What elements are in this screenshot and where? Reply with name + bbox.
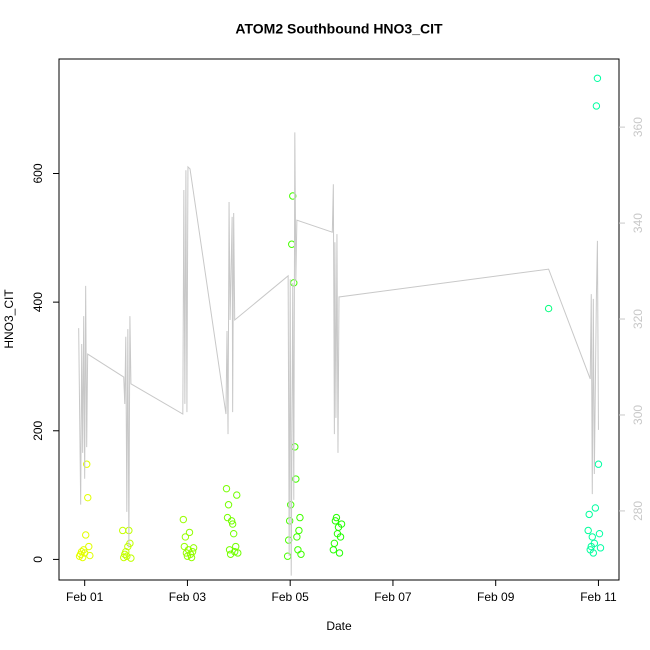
y2-tick-label: 320 [631, 309, 645, 329]
y2-tick-label: 300 [631, 405, 645, 425]
point [589, 549, 598, 557]
point [593, 74, 602, 82]
point [233, 491, 241, 499]
point [332, 513, 341, 522]
point [225, 546, 234, 554]
point [127, 554, 135, 562]
point [78, 553, 87, 562]
point [119, 526, 127, 535]
point [185, 528, 194, 537]
y-tick-label: 0 [31, 556, 45, 563]
point [181, 533, 190, 541]
point [188, 547, 197, 556]
x-tick-label: Feb 09 [477, 590, 515, 604]
x-tick-label: Feb 07 [374, 590, 412, 604]
point [289, 192, 297, 200]
point [584, 526, 592, 535]
y2-tick-label: 360 [631, 117, 645, 137]
point [337, 520, 346, 528]
point [79, 546, 88, 554]
point [594, 460, 603, 468]
point [122, 547, 130, 556]
point [588, 533, 596, 541]
point [223, 513, 232, 522]
point [592, 102, 601, 110]
point [329, 546, 338, 554]
point [123, 552, 131, 560]
point [330, 539, 339, 548]
point [585, 510, 593, 519]
point [291, 443, 299, 451]
point [288, 240, 296, 248]
chart-title: ATOM2 Southbound HNO3_CIT [235, 21, 443, 37]
point [85, 542, 93, 551]
y2-tick-label: 280 [631, 501, 645, 521]
point [295, 526, 303, 535]
point [180, 542, 189, 551]
x-tick-label: Feb 03 [169, 590, 207, 604]
point [227, 517, 236, 525]
point [596, 544, 605, 552]
point [126, 539, 134, 548]
x-tick-label: Feb 01 [66, 590, 104, 604]
point [84, 493, 92, 502]
point [336, 533, 345, 541]
y-tick-label: 600 [31, 163, 45, 183]
point [283, 552, 292, 560]
point [83, 460, 91, 468]
point [297, 550, 305, 558]
point [228, 520, 237, 528]
x-tick-label: Feb 05 [272, 590, 310, 604]
point [335, 549, 344, 557]
point [234, 549, 242, 557]
x-tick-label: Feb 11 [580, 590, 617, 604]
y-axis-label: HNO3_CIT [2, 289, 16, 349]
point [229, 529, 238, 538]
point [591, 504, 600, 512]
point [184, 546, 193, 554]
y-tick-label: 200 [31, 420, 45, 440]
point [293, 533, 301, 541]
point [544, 304, 553, 313]
point [292, 475, 300, 483]
point [179, 515, 188, 524]
point [82, 531, 90, 539]
point [590, 539, 599, 548]
y2-tick-label: 340 [631, 213, 645, 233]
point [224, 501, 233, 509]
point [294, 546, 302, 554]
point [296, 513, 304, 522]
point [226, 550, 235, 558]
point [86, 551, 94, 560]
point [222, 484, 231, 493]
line [78, 132, 599, 576]
x-axis-label: Date [326, 619, 352, 633]
point [232, 542, 240, 551]
point [189, 544, 198, 552]
point [595, 529, 604, 538]
point [331, 517, 340, 525]
y-tick-label: 400 [31, 292, 45, 312]
